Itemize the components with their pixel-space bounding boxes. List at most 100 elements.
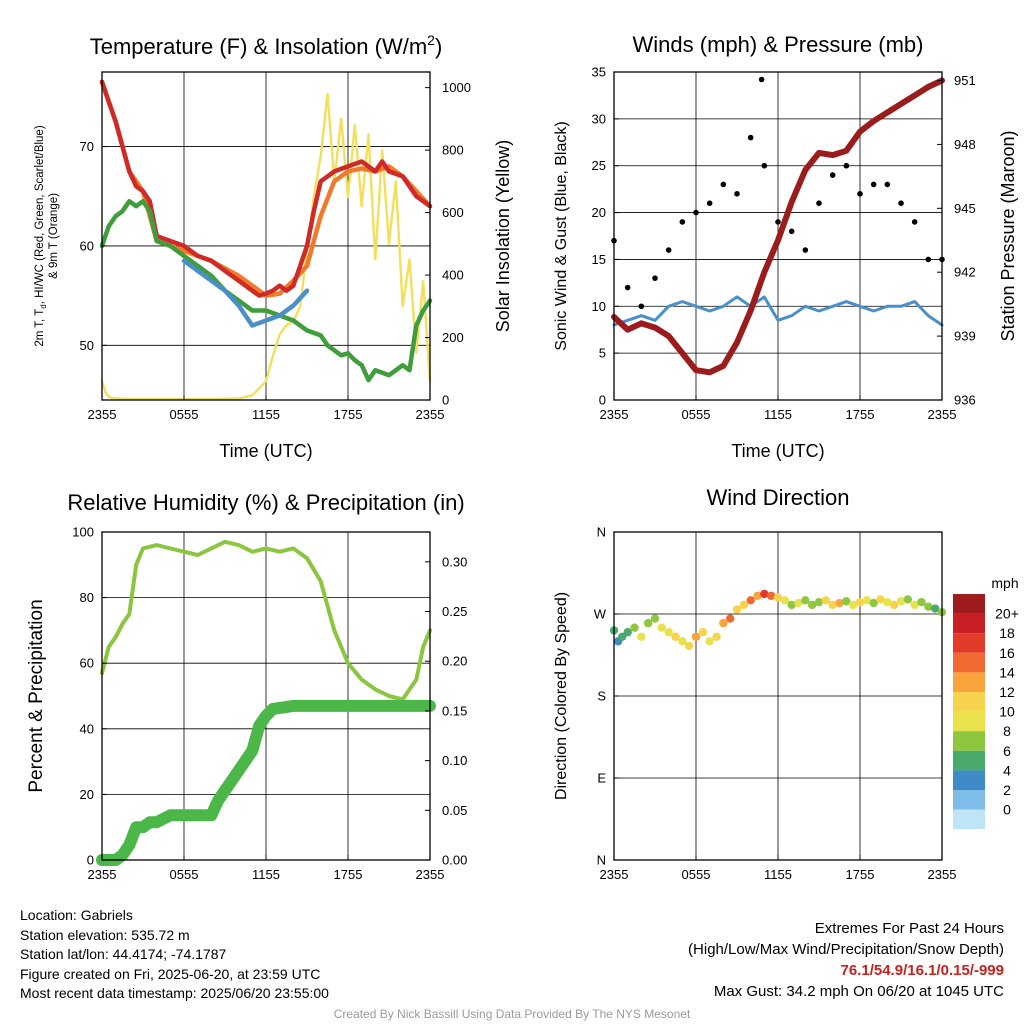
- svg-text:2m T, Td, HI/WC (Red, Green, S: 2m T, Td, HI/WC (Red, Green, Scarlet/Blu…: [34, 125, 48, 346]
- x-tick-label: 1755: [334, 407, 363, 422]
- temperature-panel-title: Temperature (F) & Insolation (W/m2): [90, 32, 443, 59]
- y-tick-label: 0.05: [442, 803, 467, 818]
- gust-point: [802, 247, 809, 253]
- wind-direction-point: [753, 591, 762, 600]
- temperature-panel: Temperature (F) & Insolation (W/m2) 50 60…: [34, 32, 513, 461]
- colorbar-swatch: [953, 790, 985, 810]
- wind-direction-point: [787, 600, 796, 610]
- y-tick-label: 10: [592, 299, 606, 314]
- gust-point: [911, 219, 918, 225]
- insolation-y-ticks: 0 200 400 600 800 1000: [425, 80, 471, 408]
- y-tick-label: 20: [80, 787, 94, 802]
- x-tick-label: 1755: [846, 867, 875, 882]
- y-tick-label: 945: [954, 201, 976, 216]
- wind-direction-point: [684, 641, 694, 651]
- wind-direction-y-axis-label: Direction (Colored By Speed): [553, 592, 570, 800]
- wind-direction-point: [814, 597, 824, 607]
- wind-speed-colorbar: 20+ 18 16 14 12 10 8 6 4 2 0: [953, 594, 1019, 830]
- wind-direction-point: [746, 596, 755, 605]
- wind-direction-point: [657, 623, 667, 632]
- x-tick-label: 1155: [252, 867, 280, 882]
- pressure-y-axis-label: Station Pressure (Maroon): [998, 130, 1018, 341]
- winds-y-ticks: 0 5 10 15 20 25 30 35: [592, 65, 619, 408]
- humidity-x-ticks: 2355 0555 1155 1755 2355: [88, 855, 445, 882]
- y-tick-label: 60: [80, 238, 94, 253]
- colorbar-title: mph: [991, 575, 1018, 591]
- wind-direction-point: [766, 591, 776, 600]
- wind-direction-x-ticks: 2355 0555 1155 1755 2355: [600, 855, 956, 882]
- x-tick-label: 1155: [252, 407, 280, 422]
- wind-direction-point: [780, 596, 790, 605]
- wind-direction-point: [883, 597, 892, 607]
- wind-direction-point: [623, 628, 632, 637]
- max-gust: Max Gust: 34.2 mph On 06/20 at 1045 UTC: [713, 983, 1004, 1000]
- x-tick-label: 2355: [416, 867, 445, 882]
- wind-direction-point: [760, 589, 769, 599]
- wind-direction-point: [910, 600, 919, 610]
- precipitation-line: [96, 699, 436, 866]
- winds-x-ticks: 2355 0555 1155 1755 2355: [600, 395, 956, 422]
- wind-direction-point: [917, 597, 926, 607]
- colorbar-label: 20+: [995, 606, 1019, 622]
- extremes-values: 76.1/54.9/16.1/0.15/-999: [840, 962, 1004, 979]
- wind-direction-point: [862, 596, 872, 605]
- y-tick-label: 0: [87, 853, 94, 868]
- figure-created: Figure created on Fri, 2025-06-20, at 23…: [20, 965, 321, 982]
- gust-point: [898, 200, 904, 206]
- x-tick-label: 2355: [88, 407, 117, 422]
- wind-direction-point: [869, 598, 878, 608]
- svg-text:& 9m T (Orange): & 9m T (Orange): [48, 193, 60, 279]
- wind-direction-point: [739, 600, 749, 610]
- x-tick-label: 2355: [600, 867, 629, 882]
- wind-direction-point: [725, 614, 735, 623]
- colorbar-label: 18: [999, 625, 1015, 641]
- y-tick-label: 50: [80, 338, 94, 353]
- gust-point: [679, 219, 686, 225]
- station-latlon: Station lat/lon: 44.4174; -74.1787: [20, 946, 227, 962]
- colorbar-swatch: [953, 750, 985, 771]
- winds-panel-title: Winds (mph) & Pressure (mb): [633, 32, 924, 57]
- humidity-series: [96, 539, 436, 866]
- gust-point: [758, 76, 765, 83]
- x-tick-label: 0555: [170, 407, 199, 422]
- wind-direction-point: [698, 628, 708, 637]
- wind-direction-point: [719, 618, 728, 628]
- wind-direction-point: [855, 597, 865, 607]
- insolation-line: [100, 92, 432, 401]
- winds-x-axis-label: Time (UTC): [731, 441, 824, 461]
- wind-direction-point: [889, 600, 899, 610]
- colorbar-label: 14: [999, 664, 1015, 680]
- x-tick-label: 2355: [88, 867, 117, 882]
- winds-series: [611, 76, 945, 376]
- colorbar-label: 10: [999, 704, 1015, 720]
- wind-direction-point: [801, 596, 810, 605]
- humidity-line: [100, 539, 432, 702]
- y-tick-label: 600: [442, 205, 464, 220]
- y-tick-label: 0.15: [442, 703, 467, 718]
- y-tick-label: 60: [80, 656, 94, 671]
- wind-direction-y-ticks: N E S W N: [594, 525, 619, 868]
- y-tick-label: 0.30: [442, 554, 467, 569]
- wind-direction-point: [678, 637, 687, 646]
- wind-direction-point: [924, 602, 933, 611]
- pressure-y-ticks: 936 939 942 945 948 951: [937, 73, 976, 408]
- temperature-y-axis-label: 2m T, Td, HI/WC (Red, Green, Scarlet/Blu…: [34, 125, 60, 346]
- humidity-y-ticks: 0 20 40 60 80 100: [72, 525, 107, 868]
- wind-direction-point: [794, 598, 803, 608]
- y-tick-label: 951: [954, 73, 976, 88]
- y-tick-label: 70: [80, 139, 94, 154]
- wind-direction-point: [732, 605, 742, 614]
- gust-point: [775, 219, 781, 225]
- gust-point: [693, 209, 699, 216]
- y-tick-label: 0.25: [442, 604, 467, 619]
- humidity-grid: [102, 532, 430, 860]
- gust-point: [652, 275, 658, 281]
- wind-direction-panel-title: Wind Direction: [706, 485, 849, 510]
- x-tick-label: 0555: [170, 867, 199, 882]
- wind-direction-point: [821, 596, 831, 605]
- insolation-y-axis-label: Solar Insolation (Yellow): [493, 140, 513, 332]
- gust-point: [829, 172, 836, 178]
- y-tick-label: S: [597, 689, 606, 704]
- x-tick-label: 1155: [764, 867, 792, 882]
- gust-point: [638, 303, 645, 310]
